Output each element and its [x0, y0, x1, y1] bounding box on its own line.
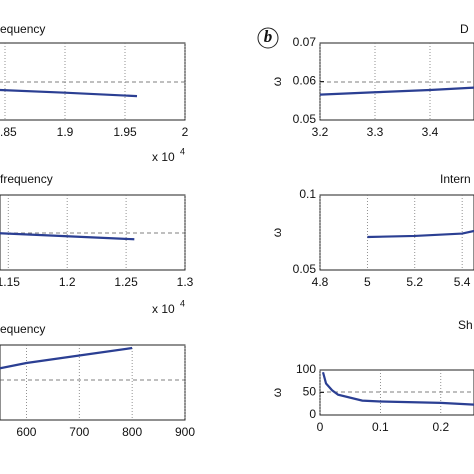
- subplot-title: equency: [0, 322, 45, 336]
- x-tick-label: 900: [175, 425, 195, 439]
- y-tick-label: 0.1: [299, 187, 316, 201]
- plot-area: [319, 194, 474, 271]
- y-axis-label: ω: [270, 77, 284, 86]
- x-tick-label: 3.2: [312, 125, 329, 139]
- y-axis-label: ω: [270, 388, 284, 397]
- x-tick-label: 700: [69, 425, 89, 439]
- x-tick-label: 1.2: [59, 275, 76, 289]
- x-tick-label: 5: [364, 275, 371, 289]
- x-tick-label: 3.4: [422, 125, 439, 139]
- subplot-title: equency: [0, 22, 45, 36]
- x-tick-label: 600: [16, 425, 36, 439]
- x-tick-label: 1.9: [57, 125, 74, 139]
- y-tick-label: 0.06: [293, 74, 317, 88]
- subplot-title: Sh: [458, 318, 473, 332]
- panel-label: b: [264, 27, 273, 46]
- subplot-title: D: [460, 22, 469, 36]
- y-tick-label: 0.05: [293, 262, 317, 276]
- y-tick-label: 0: [309, 407, 316, 421]
- data-line: [0, 346, 133, 370]
- data-line: [321, 371, 474, 406]
- x-multiplier-exponent: 4: [180, 298, 185, 308]
- x-tick-label: 800: [122, 425, 142, 439]
- y-tick-label: 0.05: [293, 112, 317, 126]
- x-multiplier: x 10: [152, 150, 175, 164]
- plot-area: [319, 369, 474, 416]
- y-tick-label: 100: [296, 362, 316, 376]
- y-axis-label: ω: [270, 228, 284, 237]
- plot-area: [0, 344, 186, 421]
- panel-label-circle: [257, 27, 279, 49]
- x-tick-label: 1.85: [0, 125, 17, 139]
- x-tick-label: 2: [182, 125, 189, 139]
- x-tick-label: 0: [317, 420, 324, 434]
- x-tick-label: 4.8: [312, 275, 329, 289]
- subplot-title: frequency: [0, 172, 53, 186]
- x-tick-label: 5.2: [406, 275, 423, 289]
- x-tick-label: 3.3: [367, 125, 384, 139]
- x-tick-label: 1.15: [0, 275, 20, 289]
- plot-area: [319, 42, 474, 121]
- x-multiplier: x 10: [152, 302, 175, 316]
- plot-area: [0, 194, 186, 271]
- y-tick-label: 0.07: [293, 35, 317, 49]
- data-line: [0, 232, 135, 241]
- x-multiplier-exponent: 4: [180, 146, 185, 156]
- subplot-title: Intern: [440, 172, 471, 186]
- x-tick-label: 0.1: [372, 420, 389, 434]
- data-line: [319, 86, 474, 96]
- plot-area: [0, 42, 186, 121]
- x-tick-label: 1.95: [113, 125, 137, 139]
- x-tick-label: 0.2: [432, 420, 449, 434]
- x-tick-label: 1.25: [114, 275, 138, 289]
- y-tick-label: 50: [303, 385, 317, 399]
- x-tick-label: 5.4: [454, 275, 471, 289]
- x-tick-label: 1.3: [177, 275, 194, 289]
- data-line: [367, 229, 474, 239]
- data-line: [0, 88, 138, 98]
